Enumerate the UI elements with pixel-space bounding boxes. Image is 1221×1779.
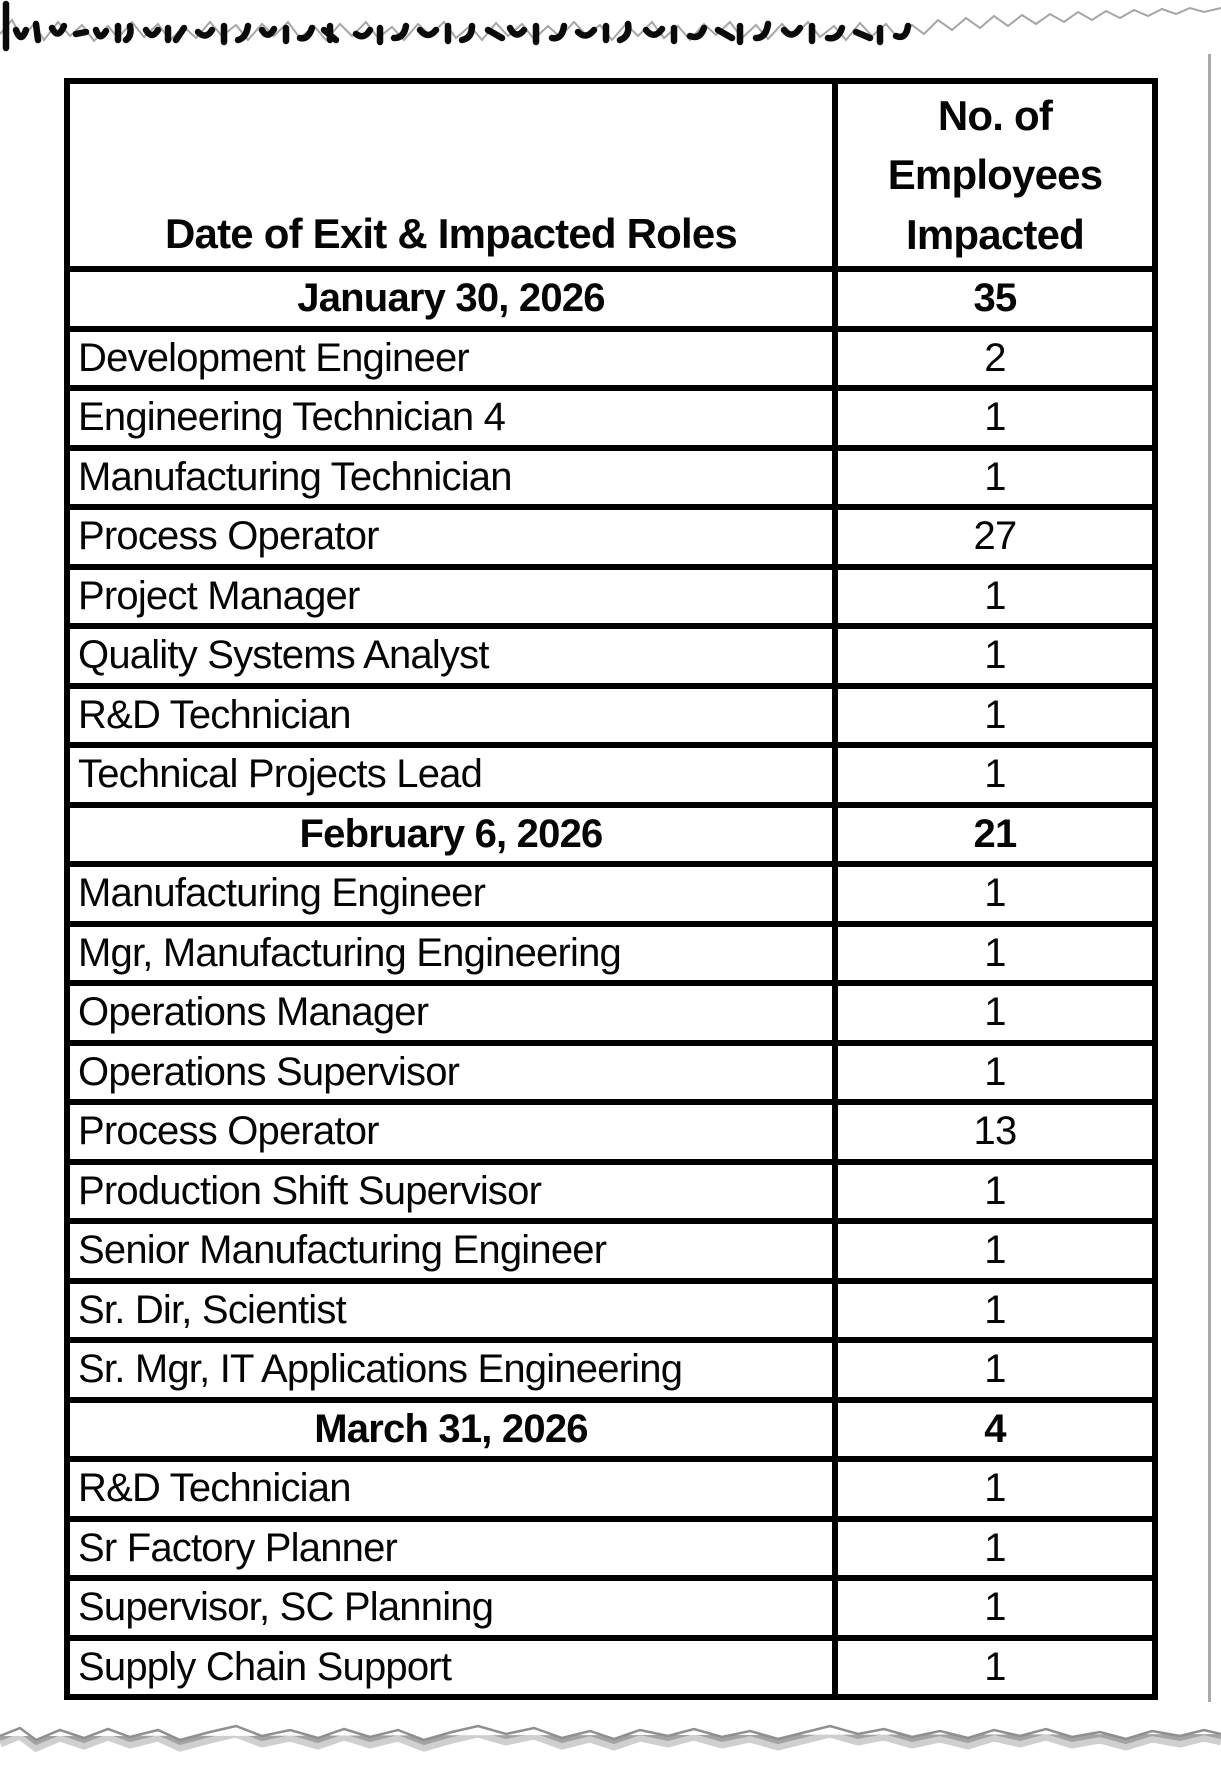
employee-count-cell: 1 [832,926,1152,980]
role-row: R&D Technician 1 [70,682,1152,742]
employee-count-cell: 4 [832,1402,1152,1456]
date-group-label: March 31, 2026 [314,1406,588,1451]
page-edge-right [1208,54,1211,1702]
employee-count-cell: 1 [832,1283,1152,1337]
role-label: Process Operator [78,514,379,559]
torn-edge-top [0,0,1221,52]
role-row: Sr. Mgr, IT Applications Engineering 1 [70,1337,1152,1397]
role-row: Quality Systems Analyst 1 [70,623,1152,683]
role-label: Mgr, Manufacturing Engineering [78,930,622,975]
role-label: Senior Manufacturing Engineer [78,1228,607,1273]
date-group-row: February 6, 2026 21 [70,801,1152,861]
employee-count-cell: 1 [832,1462,1152,1516]
date-group-row: March 31, 2026 4 [70,1396,1152,1456]
column-header-employee-count: No. of Employees Impacted [832,84,1152,266]
role-row: Manufacturing Technician 1 [70,444,1152,504]
employee-count-cell: 1 [832,391,1152,445]
employee-count-cell: 13 [832,1105,1152,1159]
role-label: R&D Technician [78,692,351,737]
employee-count-cell: 2 [832,331,1152,385]
role-row: Sr. Dir, Scientist 1 [70,1277,1152,1337]
employee-count-cell: 1 [832,1164,1152,1218]
role-label: Manufacturing Technician [78,454,512,499]
role-label: Sr. Dir, Scientist [78,1287,347,1332]
employee-count-cell: 1 [832,1045,1152,1099]
role-row: Operations Manager 1 [70,980,1152,1040]
cutoff-text-fragments [2,0,912,52]
role-label: Operations Supervisor [78,1049,460,1094]
table-header-row: Date of Exit & Impacted Roles No. of Emp… [70,84,1152,266]
role-label: Supply Chain Support [78,1644,452,1689]
role-row: Process Operator 27 [70,504,1152,564]
role-row: Senior Manufacturing Engineer 1 [70,1218,1152,1278]
role-label: Production Shift Supervisor [78,1168,542,1213]
role-label: Project Manager [78,573,360,618]
role-label: Operations Manager [78,990,429,1035]
impacted-roles-table: Date of Exit & Impacted Roles No. of Emp… [64,78,1158,1700]
employee-count-cell: 1 [832,569,1152,623]
date-group-label: January 30, 2026 [297,276,605,321]
role-label: Sr Factory Planner [78,1525,398,1570]
date-group-row: January 30, 2026 35 [70,266,1152,326]
role-label: Engineering Technician 4 [78,395,506,440]
employee-count-cell: 1 [832,748,1152,802]
role-row: Manufacturing Engineer 1 [70,861,1152,921]
table-body: January 30, 2026 35 Development Engineer 2 E… [70,266,1152,1694]
role-row: Development Engineer 2 [70,325,1152,385]
employee-count-cell: 1 [832,986,1152,1040]
role-row: Mgr, Manufacturing Engineering 1 [70,920,1152,980]
employee-count-cell: 1 [832,629,1152,683]
role-row: Project Manager 1 [70,563,1152,623]
role-row: Supply Chain Support 1 [70,1634,1152,1694]
employee-count-cell: 1 [832,688,1152,742]
role-row: Engineering Technician 4 1 [70,385,1152,445]
role-row: Operations Supervisor 1 [70,1039,1152,1099]
employee-count-cell: 1 [832,1640,1152,1694]
employee-count-cell: 1 [832,1224,1152,1278]
role-row: Production Shift Supervisor 1 [70,1158,1152,1218]
employee-count-cell: 35 [832,272,1152,326]
employee-count-cell: 1 [832,867,1152,921]
employee-count-cell: 1 [832,1343,1152,1397]
role-row: R&D Technician 1 [70,1456,1152,1516]
role-label: R&D Technician [78,1466,351,1511]
role-label: Manufacturing Engineer [78,871,486,916]
torn-edge-bottom [0,1724,1221,1753]
role-label: Technical Projects Lead [78,752,483,797]
employee-count-cell: 1 [832,450,1152,504]
role-label: Development Engineer [78,335,470,380]
employee-count-cell: 27 [832,510,1152,564]
role-label: Sr. Mgr, IT Applications Engineering [78,1347,683,1392]
column-header-roles: Date of Exit & Impacted Roles [165,210,738,257]
role-label: Supervisor, SC Planning [78,1585,494,1630]
date-group-label: February 6, 2026 [299,811,604,856]
employee-count-cell: 1 [832,1521,1152,1575]
role-row: Process Operator 13 [70,1099,1152,1159]
role-row: Supervisor, SC Planning 1 [70,1575,1152,1635]
role-row: Technical Projects Lead 1 [70,742,1152,802]
role-row: Sr Factory Planner 1 [70,1515,1152,1575]
employee-count-cell: 21 [832,807,1152,861]
role-label: Process Operator [78,1109,379,1154]
role-label: Quality Systems Analyst [78,633,489,678]
employee-count-cell: 1 [832,1581,1152,1635]
